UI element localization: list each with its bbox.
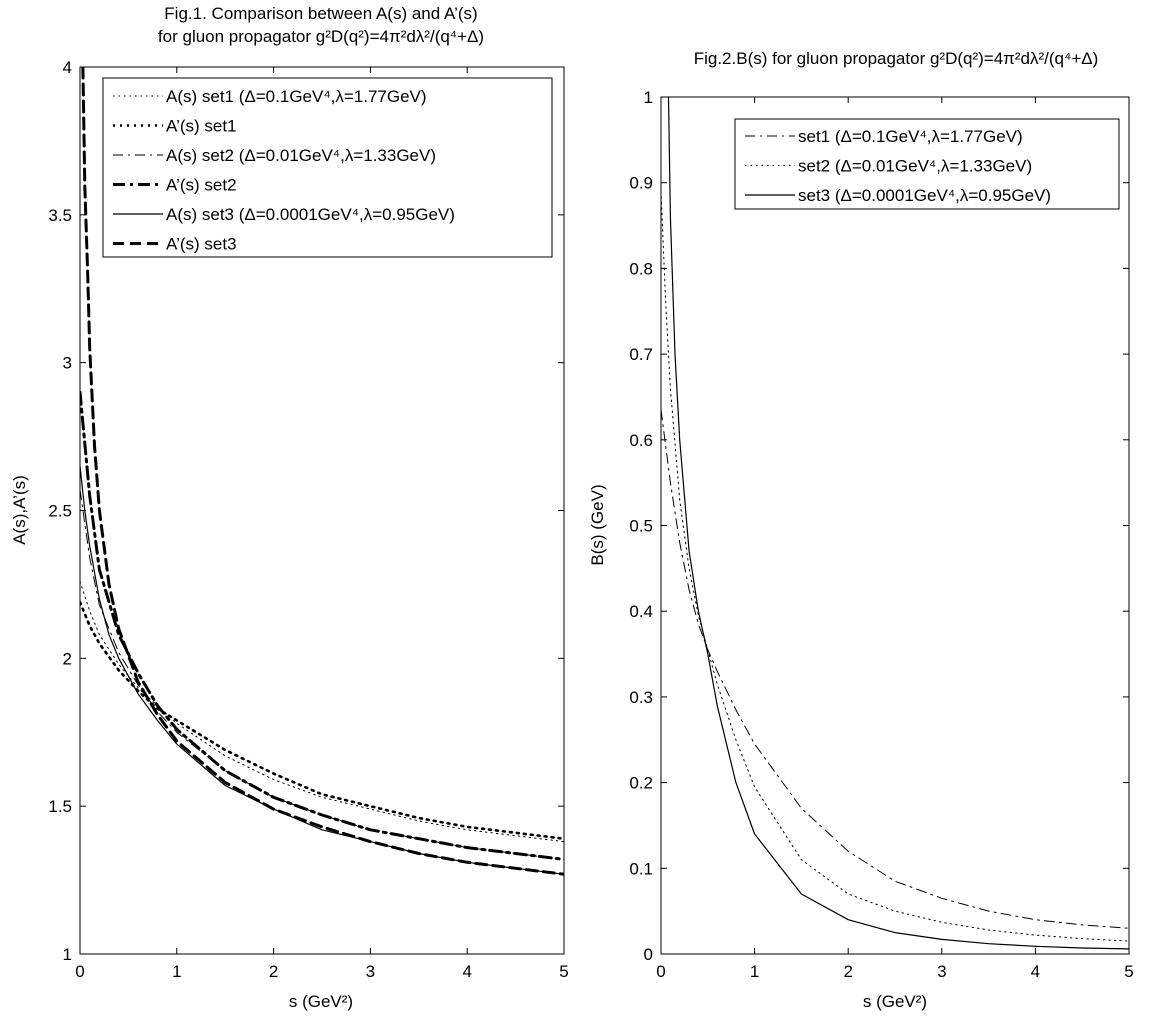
chart-a-x-tick-label: 1 (172, 962, 181, 981)
chart-b-legend-label: set3 (Δ=0.0001GeV⁴,λ=0.95GeV) (798, 186, 1051, 205)
chart-a-x-tick-label: 0 (75, 962, 84, 981)
chart-a-y-axis-label: A(s),A’(s) (10, 475, 29, 545)
chart-b-legend-box (734, 118, 1120, 210)
chart-a-series-line (80, 581, 564, 843)
chart-b-y-tick-label: 0.3 (629, 688, 653, 707)
chart-a-x-tick-label: 4 (462, 962, 471, 981)
chart-b-ticks: 0 1 2 3 4 5 0 0.1 0.2 0.3 0.4 0.5 0.6 0.7 0.8 0.9 1 (629, 88, 1133, 981)
chart-b-series-line (661, 409, 1129, 929)
chart-a-ticks: 0 1 2 3 4 511.522.533.54 (48, 58, 568, 981)
chart-b-y-tick-label: 0.4 (629, 602, 653, 621)
chart-a-series-line (80, 489, 564, 860)
chart-b-y-tick-label: 0.9 (629, 174, 653, 193)
chart-b-y-axis-label: B(s) (GeV) (588, 484, 607, 565)
chart-a-x-axis-label: s (GeV²) (289, 992, 353, 1011)
chart-a-legend-box (102, 77, 553, 258)
chart-b-y-tick-label: 0 (644, 945, 653, 964)
chart-b-title: Fig.2.B(s) for gluon propagator g²D(q²)=… (694, 49, 1099, 68)
chart-b-series-line (661, 190, 1129, 942)
chart-a-x-tick-label: 5 (559, 962, 568, 981)
chart-a-x-tick-label: 2 (269, 962, 278, 981)
chart-a-legend-label: A(s) set3 (Δ=0.0001GeV⁴,λ=0.95GeV) (166, 205, 455, 224)
chart-b-legend-label: set2 (Δ=0.01GeV⁴,λ=1.33GeV) (798, 157, 1032, 176)
chart-b-legend: set1 (Δ=0.1GeV⁴,λ=1.77GeV) set2 (Δ=0.01Ge… (734, 118, 1120, 210)
chart-a-curves (80, 67, 564, 876)
chart-b-plot-frame (660, 96, 1130, 955)
chart-b-x-axis-label: s (GeV²) (863, 992, 927, 1011)
chart-a-y-tick-label: 2.5 (48, 502, 72, 521)
chart-b-y-tick-label: 0.8 (629, 259, 653, 278)
chart-a-series-line (80, 600, 564, 841)
chart-b-x-tick-label: 1 (750, 962, 759, 981)
chart-b-x-tick-label: 3 (937, 962, 946, 981)
chart-b-x-tick-label: 0 (656, 962, 665, 981)
chart-a-subtitle: for gluon propagator g²D(q²)=4π²dλ²/(q⁴+… (158, 27, 484, 46)
chart-a-y-tick-label: 3 (63, 354, 72, 373)
chart-a-series-line (80, 465, 564, 875)
chart-b-series-line (667, 97, 1129, 950)
chart-b-curves (661, 97, 1129, 950)
chart-b-y-tick-label: 0.6 (629, 431, 653, 450)
chart-b-y-tick-label: 0.2 (629, 774, 653, 793)
chart-b-y-tick-label: 0.7 (629, 345, 653, 364)
chart-a-y-tick-label: 1.5 (48, 797, 72, 816)
chart-a-title: Fig.1. Comparison between A(s) and A’(s) (164, 4, 477, 23)
chart-a-panel: Fig.1. Comparison between A(s) and A’(s)… (10, 4, 569, 1011)
chart-a-y-tick-label: 2 (63, 649, 72, 668)
chart-b-x-tick-label: 5 (1124, 962, 1133, 981)
chart-b-y-tick-label: 1 (644, 88, 653, 107)
chart-a-legend: A(s) set1 (Δ=0.1GeV⁴,λ=1.77GeV) A’(s) set… (102, 77, 553, 258)
chart-a-y-tick-label: 4 (63, 58, 72, 77)
chart-a-legend-label: A(s) set2 (Δ=0.01GeV⁴,λ=1.33GeV) (166, 146, 436, 165)
chart-a-x-tick-label: 3 (366, 962, 375, 981)
chart-a-series-line (81, 67, 564, 876)
chart-b-panel: Fig.2.B(s) for gluon propagator g²D(q²)=… (588, 49, 1134, 1011)
chart-a-y-tick-label: 1 (63, 945, 72, 964)
chart-a-legend-label: A(s) set1 (Δ=0.1GeV⁴,λ=1.77GeV) (166, 87, 427, 106)
chart-b-legend-label: set1 (Δ=0.1GeV⁴,λ=1.77GeV) (798, 127, 1023, 146)
chart-a-legend-label: A’(s) set1 (166, 117, 237, 136)
chart-b-x-tick-label: 4 (1031, 962, 1040, 981)
chart-a-legend-label: A’(s) set2 (166, 176, 237, 195)
chart-a-y-tick-label: 3.5 (48, 206, 72, 225)
chart-a-series-line (80, 390, 564, 861)
chart-b-y-tick-label: 0.1 (629, 859, 653, 878)
chart-b-y-tick-label: 0.5 (629, 517, 653, 536)
chart-a-legend-label: A’(s) set3 (166, 235, 237, 254)
chart-b-x-tick-label: 2 (843, 962, 852, 981)
